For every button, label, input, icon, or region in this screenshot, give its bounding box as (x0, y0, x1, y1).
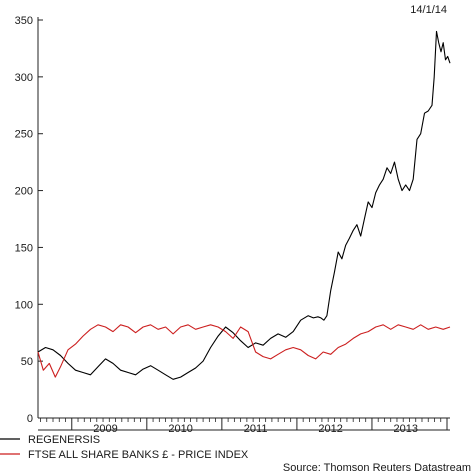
x-tick-label: 2012 (318, 423, 342, 435)
y-tick-label: 150 (15, 242, 33, 254)
legend-label-regenersis: REGENERSIS (28, 434, 100, 446)
y-tick-label: 0 (27, 413, 33, 425)
x-tick-label: 2009 (93, 423, 117, 435)
series-line-0 (37, 30, 451, 380)
y-tick-label: 50 (21, 356, 33, 368)
y-tick-label: 100 (15, 299, 33, 311)
legend: REGENERSIS FTSE ALL SHARE BANKS £ - PRIC… (0, 434, 249, 461)
x-tick-label: 2013 (393, 423, 417, 435)
y-tick-label: 200 (15, 186, 33, 198)
series-layer (37, 30, 451, 380)
series-line-1 (37, 324, 451, 378)
source-label: Source: Thomson Reuters Datastream (283, 462, 471, 474)
date-label: 14/1/14 (410, 4, 447, 16)
x-tick-label: 2010 (168, 423, 192, 435)
axes: 0 50 100 150 200 250 300 350 2009 2010 2011 2012 201… (15, 15, 450, 435)
legend-label-ftse-banks: FTSE ALL SHARE BANKS £ - PRICE INDEX (28, 449, 249, 461)
y-tick-label: 250 (15, 129, 33, 141)
x-tick-label: 2011 (244, 423, 268, 435)
y-tick-label: 300 (15, 72, 33, 84)
y-tick-label: 350 (15, 15, 33, 27)
